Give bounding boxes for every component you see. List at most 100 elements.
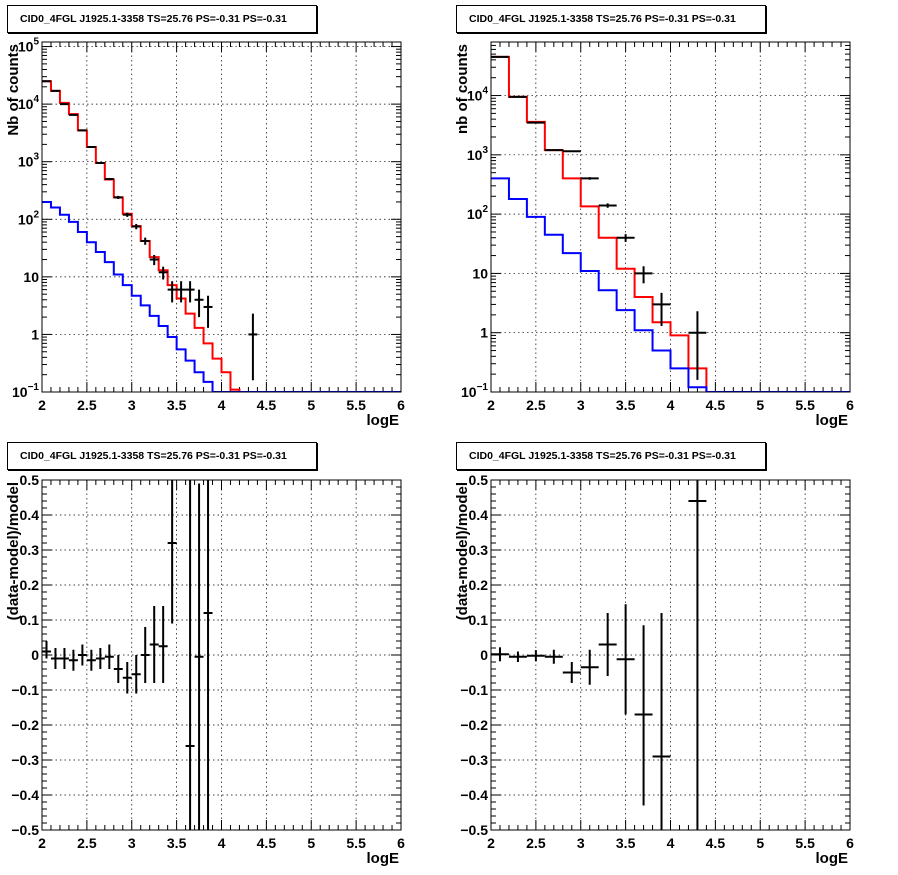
ticks: [490, 479, 851, 831]
x-tick-label: 4: [667, 835, 675, 851]
x-tick-label: 3.5: [616, 397, 636, 413]
y-tick-base: 10: [461, 384, 477, 400]
y-tick-base: 10: [18, 154, 34, 170]
y-tick-label: −0.2: [11, 717, 39, 733]
y-tick-label: 103: [18, 152, 40, 170]
data-point: [167, 480, 177, 624]
x-tick-label: 2.5: [526, 835, 546, 851]
y-tick-label: 102: [18, 209, 40, 227]
data-point: [688, 311, 707, 380]
y-tick-label: −0.5: [11, 822, 39, 838]
data-point: [131, 655, 141, 694]
data-point: [68, 649, 78, 671]
y-axis-label: Nb of counts: [5, 44, 22, 136]
data-point: [42, 641, 51, 659]
data-point: [616, 604, 635, 715]
y-tick-label: 10: [472, 265, 488, 281]
data-point: [544, 649, 563, 664]
x-tick-label: 2.5: [526, 397, 546, 413]
panel-1-title: CID0_4FGL J1925.1-3358 TS=25.76 PS=-0.31…: [7, 5, 317, 33]
y-tick-label: 0.3: [20, 542, 40, 558]
data-point: [194, 483, 204, 830]
y-tick-exp: 5: [33, 37, 39, 48]
data-point: [131, 223, 141, 230]
y-tick-label: 0.1: [469, 612, 489, 628]
x-tick-label: 4: [218, 397, 226, 413]
x-tick-label: 3.5: [167, 835, 187, 851]
x-tick-label: 2.5: [77, 397, 97, 413]
x-tick-label: 2: [487, 397, 495, 413]
y-tick-label: 0.5: [469, 472, 489, 488]
x-tick-label: 2.5: [77, 835, 97, 851]
y-tick-label: 105: [18, 37, 40, 55]
y-tick-label: 104: [18, 94, 40, 112]
x-tick-label: 3.5: [167, 397, 187, 413]
series-group: [42, 80, 401, 392]
y-tick-label: 104: [467, 86, 489, 104]
y-tick-label: 10−1: [461, 382, 488, 400]
y-tick-exp: 2: [33, 209, 39, 220]
x-tick-label: 3: [128, 397, 136, 413]
y-tick-label: −0.4: [460, 787, 488, 803]
data-point: [42, 80, 51, 83]
data-point: [122, 662, 132, 694]
y-tick-base: 10: [18, 39, 34, 55]
y-tick-exp: −1: [477, 382, 489, 393]
data-point: [203, 295, 213, 328]
series-2-line: [42, 200, 401, 392]
panel-2-title: CID0_4FGL J1925.1-3358 TS=25.76 PS=-0.31…: [456, 5, 766, 33]
series-group: [491, 480, 707, 830]
panel-4-title: CID0_4FGL J1925.1-3358 TS=25.76 PS=-0.31…: [456, 442, 766, 470]
data-point: [203, 480, 213, 830]
y-tick-label: 1: [480, 325, 488, 341]
grid: [491, 480, 850, 830]
y-tick-label: −0.5: [460, 822, 488, 838]
data-point: [526, 650, 545, 662]
y-tick-exp: 3: [33, 152, 39, 163]
data-point: [562, 150, 581, 153]
x-tick-label: 6: [397, 397, 405, 413]
series-group: [42, 480, 213, 830]
series-2-line: [491, 177, 850, 392]
data-point: [50, 89, 60, 92]
y-tick-exp: 4: [33, 94, 39, 105]
grid: [42, 42, 401, 392]
data-point: [86, 649, 96, 671]
y-tick-label: 103: [467, 145, 489, 163]
data-point: [688, 480, 707, 830]
x-tick-label: 3: [577, 835, 585, 851]
y-tick-base: 10: [18, 96, 34, 112]
y-tick-label: 0.1: [20, 612, 40, 628]
data-point: [158, 606, 168, 683]
data-point: [544, 149, 563, 152]
data-point: [248, 313, 258, 381]
x-tick-label: 3.5: [616, 835, 636, 851]
x-tick-label: 4.5: [706, 835, 726, 851]
series-group: [491, 55, 850, 392]
data-point: [149, 606, 159, 683]
x-tick-label: 3: [128, 835, 136, 851]
plot-frame: [41, 41, 402, 393]
data-point: [580, 649, 599, 685]
data-point: [113, 655, 123, 683]
data-point: [77, 644, 87, 666]
x-tick-label: 6: [846, 835, 854, 851]
y-tick-label: 10: [23, 269, 39, 285]
x-tick-label: 5: [756, 397, 764, 413]
data-point: [194, 289, 204, 318]
y-tick-base: 10: [12, 384, 28, 400]
y-tick-label: 0.5: [20, 472, 40, 488]
ticks: [41, 42, 402, 393]
data-point: [508, 95, 527, 98]
x-tick-label: 3: [577, 397, 585, 413]
x-tick-label: 5: [756, 835, 764, 851]
x-tick-label: 5: [307, 397, 315, 413]
data-point: [86, 146, 96, 149]
x-tick-label: 4: [667, 397, 675, 413]
y-tick-label: 0.3: [469, 542, 489, 558]
x-tick-label: 5.5: [346, 397, 366, 413]
plot-2: 2 2.5 3 3.5 4 4.5 5 5.5 6logE10−1110102103104nb …: [454, 41, 854, 429]
y-tick-label: 0: [480, 647, 488, 663]
